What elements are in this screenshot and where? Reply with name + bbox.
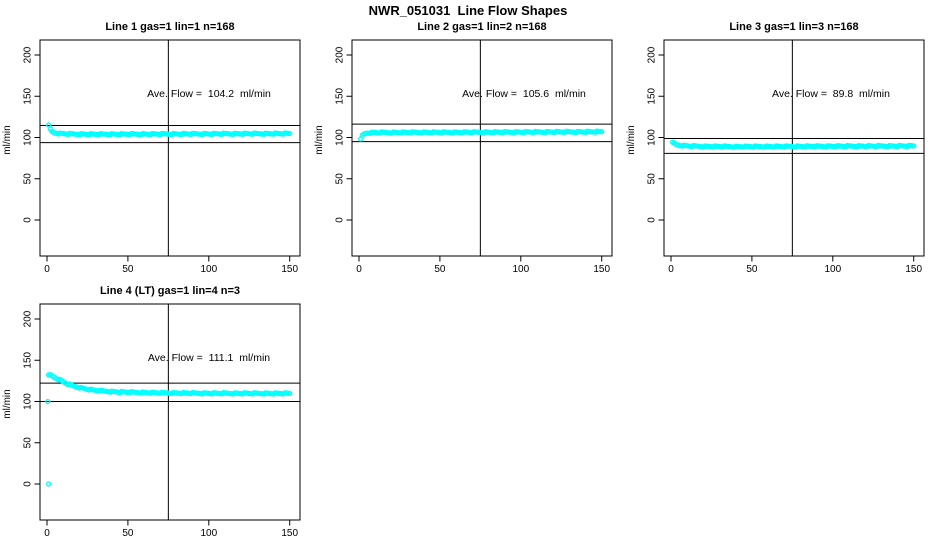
x-tick-label: 0 [44,528,50,539]
y-tick-label: 50 [335,173,346,185]
y-tick-label: 100 [23,393,34,410]
y-tick-label: 150 [647,87,658,104]
subplot-line-2: Line 2 gas=1 lin=2 n=168 ml/min 0 50 100 15… [312,20,624,276]
outlier-data-point [45,481,52,487]
y-tick-label: 100 [23,129,34,146]
plot-box [39,303,301,521]
plot-area: 0 50 100 150 0 50 100 150 200 Ave. Flow = 111.1 … [23,303,301,539]
y-tick-label: 0 [23,217,34,223]
ave-flow-annotation: Ave. Flow = 104.2 ml/min [147,88,271,100]
data-point [287,390,293,397]
subplot-title: Line 1 gas=1 lin=1 n=168 [105,21,235,33]
x-tick-label: 50 [434,264,446,275]
y-tick-label: 50 [23,173,34,185]
figure-title: NWR_051031 Line Flow Shapes [368,3,568,18]
x-tick-label: 150 [281,528,298,539]
subplot-line-4: Line 4 (LT) gas=1 lin=4 n=3 ml/min 0 50 10… [0,284,312,540]
x-tick-label: 150 [905,264,922,275]
subplot-title: Line 3 gas=1 lin=3 n=168 [729,21,859,33]
plot-area: 0 50 100 150 0 50 100 150 200 Ave. Flow = 105.6 … [335,39,613,275]
y-tick-label: 200 [23,310,34,327]
plot-box [351,39,613,257]
ave-flow-annotation: Ave. Flow = 89.8 ml/min [772,88,890,100]
subplot-line-1: Line 1 gas=1 lin=1 n=168 ml/min 0 50 100 15… [0,20,312,276]
plot-box [663,39,925,257]
plot-content: 0 50 100 150 0 50 100 150 200 [335,39,613,275]
x-tick-label: 50 [122,264,134,275]
x-tick-label: 50 [122,528,134,539]
ave-flow-annotation: Ave. Flow = 105.6 ml/min [462,88,586,100]
subplot-title: Line 4 (LT) gas=1 lin=4 n=3 [99,285,241,297]
plot-box [39,39,301,257]
data-point [599,129,605,135]
x-tick-label: 150 [281,264,298,275]
x-tick-label: 0 [668,264,674,275]
y-tick-label: 0 [23,481,34,487]
data-point [911,143,917,149]
plot-content: 0 50 100 150 0 50 100 150 200 [23,303,301,539]
plot-area: 0 50 100 150 0 50 100 150 200 Ave. Flow = 89.8 m… [647,39,925,275]
x-tick-label: 100 [512,264,529,275]
plot-content: 0 50 100 150 0 50 100 150 200 [647,39,925,275]
plot-content: 0 50 100 150 0 50 100 150 200 [23,39,301,275]
x-tick-label: 50 [746,264,758,275]
x-tick-label: 100 [824,264,841,275]
y-tick-label: 150 [23,87,34,104]
x-tick-label: 100 [200,264,217,275]
y-tick-label: 50 [647,173,658,185]
y-tick-label: 0 [335,217,346,223]
x-tick-label: 0 [356,264,362,275]
y-tick-label: 50 [23,437,34,449]
y-tick-label: 150 [335,87,346,104]
y-tick-label: 0 [647,217,658,223]
subplot-line-3: Line 3 gas=1 lin=3 n=168 ml/min 0 50 100 15… [624,20,936,276]
outlier-data-point [45,398,51,405]
subplot-title: Line 2 gas=1 lin=2 n=168 [417,21,547,33]
y-tick-label: 150 [23,351,34,368]
y-tick-label: 200 [647,46,658,63]
plot-area: 0 50 100 150 0 50 100 150 200 Ave. Flow = 104.2 … [23,39,301,275]
y-tick-label: 200 [23,46,34,63]
x-tick-label: 150 [593,264,610,275]
y-tick-label: 100 [647,129,658,146]
y-tick-label: 200 [335,46,346,63]
ave-flow-annotation: Ave. Flow = 111.1 ml/min [148,352,270,364]
y-tick-label: 100 [335,129,346,146]
x-tick-label: 0 [44,264,50,275]
x-tick-label: 100 [200,528,217,539]
data-point [287,130,293,137]
